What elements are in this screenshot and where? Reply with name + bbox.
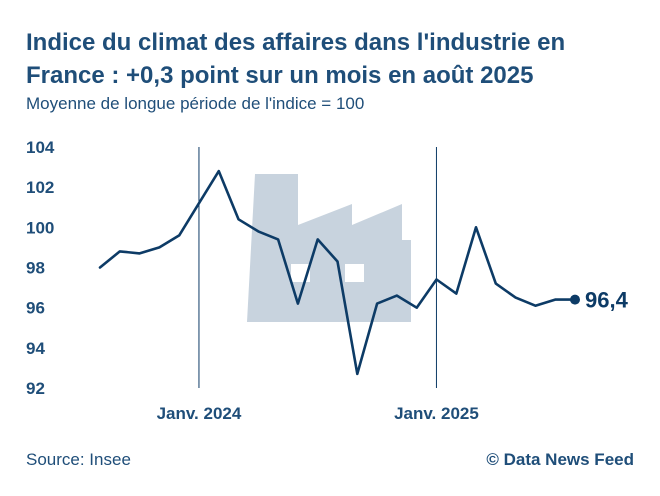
chart-subtitle: Moyenne de longue période de l'indice = … <box>26 94 365 113</box>
last-data-point <box>570 294 580 305</box>
credit-label: © Data News Feed <box>486 450 634 469</box>
y-tick-label: 96 <box>26 299 45 318</box>
y-tick-label: 100 <box>26 218 54 237</box>
x-tick-label: Janv. 2025 <box>394 404 479 423</box>
last-value-label: 96,4 <box>585 288 629 313</box>
y-tick-label: 104 <box>26 138 55 157</box>
factory-icon <box>247 174 411 322</box>
chart-title: Indice du climat des affaires dans l'ind… <box>26 29 566 89</box>
series-line <box>98 169 577 376</box>
y-tick-label: 98 <box>26 259 45 278</box>
y-tick-label: 94 <box>26 339 45 358</box>
source-note: Source: Insee <box>26 450 131 469</box>
x-tick-label: Janv. 2024 <box>157 404 242 423</box>
y-tick-label: 102 <box>26 178 54 197</box>
y-tick-label: 92 <box>26 379 45 398</box>
